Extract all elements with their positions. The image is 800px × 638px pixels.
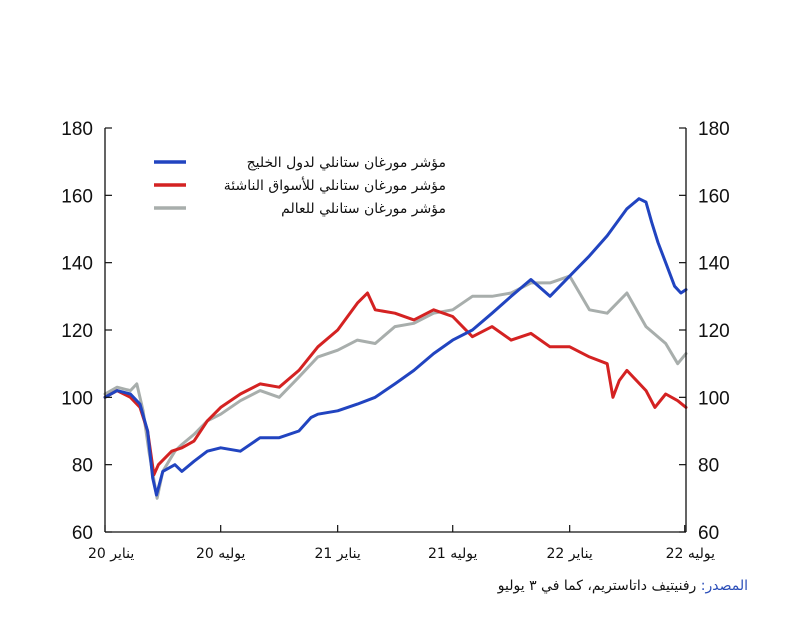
y-tick-label-left: 120 [61,321,93,342]
source-label: المصدر: [700,578,748,594]
y-tick-label-left: 80 [72,456,93,477]
y-tick-label-right: 80 [698,456,719,477]
y-tick-label-right: 60 [698,523,719,544]
y-tick-label-left: 140 [61,254,93,275]
y-tick-label-right: 160 [698,186,730,207]
x-tick-label: يناير 22 [547,546,593,562]
legend-label-1: مؤشر مورغان ستانلي للأسواق الناشئة [224,176,446,194]
y-tick-label-left: 100 [61,388,93,409]
y-tick-label-right: 120 [698,321,730,342]
x-tick-label: يناير 21 [315,546,361,562]
series-line-1 [103,291,688,477]
y-tick-label-right: 180 [698,119,730,140]
x-tick-label: يوليه 22 [666,546,716,562]
y-tick-label-right: 140 [698,254,730,275]
y-tick-label-left: 180 [61,119,93,140]
axes-layer: 60 60 80 80 100 100 120 120 140 140 160 160 180 180 ين… [61,119,729,562]
x-tick-label: يوليه 20 [196,546,246,562]
x-tick-label: يوليه 21 [428,546,478,562]
x-tick-label: يناير 20 [88,546,134,562]
series-line-2 [103,274,688,500]
y-tick-label-left: 60 [72,523,93,544]
series-line-0 [103,197,688,497]
legend-label-0: مؤشر مورغان ستانلي لدول الخليج [247,155,446,171]
source-note: المصدر: رفنيتيف داتاستريم، كما في ٣ يولي… [498,578,748,594]
legend-label-2: مؤشر مورغان ستانلي للعالم [281,201,446,217]
source-text: رفنيتيف داتاستريم، كما في ٣ يوليو [497,578,697,594]
y-tick-label-right: 100 [698,388,730,409]
y-tick-label-left: 160 [61,186,93,207]
legend: مؤشر مورغان ستانلي لدول الخليج مؤشر مورغا… [154,155,446,217]
line-chart: 60 60 80 80 100 100 120 120 140 140 160 160 180 180 ين… [61,119,729,562]
series-layer [103,197,688,500]
